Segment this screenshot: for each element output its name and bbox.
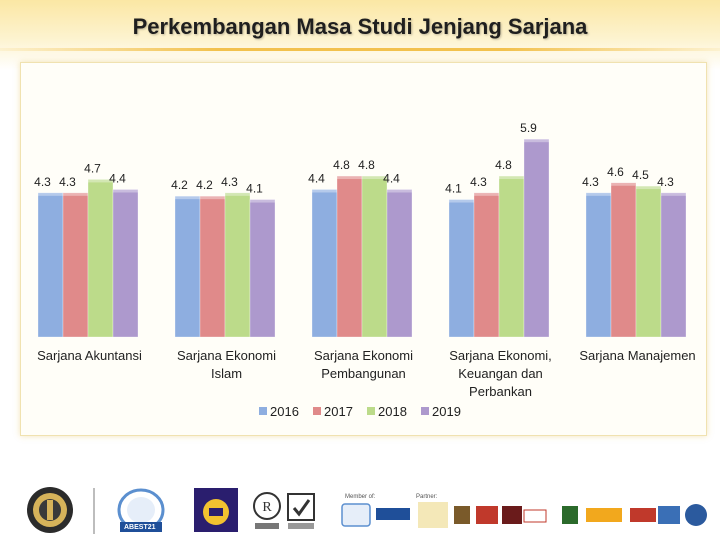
bar-2019-3 — [523, 138, 550, 338]
bar-2018-4 — [635, 185, 662, 338]
legend-label-2018: 2018 — [378, 404, 407, 419]
bar-sheen — [661, 192, 686, 196]
bar-2019-0 — [112, 189, 139, 338]
svg-text:R: R — [262, 500, 272, 515]
bar-sheen — [586, 192, 611, 196]
data-label: 4.3 — [221, 175, 238, 189]
bar-sheen — [362, 176, 387, 180]
bar-sheen — [337, 176, 362, 180]
category-label: Sarjana Manajemen — [579, 348, 695, 363]
data-label: 4.4 — [383, 171, 400, 185]
category-label: Sarjana Akuntansi — [37, 348, 142, 363]
bar-2017-0 — [62, 192, 89, 338]
data-label: 4.4 — [308, 171, 325, 185]
data-label: 4.3 — [657, 175, 674, 189]
bar-sheen — [88, 179, 113, 183]
bar-2016-0 — [37, 192, 64, 338]
bar-sheen — [63, 192, 88, 196]
partner-label: Partner: — [416, 494, 438, 500]
legend-label-2017: 2017 — [324, 404, 353, 419]
category-label: Sarjana Ekonomi, — [449, 348, 552, 363]
data-label: 4.8 — [358, 158, 375, 172]
header-band — [0, 0, 720, 70]
bar-sheen — [611, 182, 636, 186]
bar-2016-3 — [448, 199, 475, 338]
bar-2016-1 — [174, 195, 201, 338]
bar-sheen — [312, 189, 337, 193]
bar-2017-1 — [199, 195, 226, 338]
accreditation-mark-logo — [287, 493, 315, 529]
partner-logos-strip — [341, 502, 707, 528]
bar-sheen — [200, 196, 225, 200]
category-label: Keuangan dan — [458, 366, 543, 381]
bar-sheen — [499, 176, 524, 180]
data-label: 4.6 — [607, 165, 624, 179]
category-label: Pembangunan — [321, 366, 406, 381]
bar-2018-1 — [224, 192, 251, 338]
page-title: Perkembangan Masa Studi Jenjang Sarjana — [132, 14, 588, 39]
bar-sheen — [225, 192, 250, 196]
abest21-logo — [117, 488, 165, 532]
ub-logo — [194, 488, 238, 532]
member-label: Member of: — [345, 494, 376, 500]
bar-2016-4 — [585, 192, 612, 338]
data-label: 4.3 — [582, 175, 599, 189]
legend-swatch-2017 — [313, 407, 321, 415]
legend-swatch-2018 — [367, 407, 375, 415]
data-label: 4.3 — [34, 175, 51, 189]
certification-mark-logo: R — [253, 492, 281, 529]
bar-2017-3 — [473, 192, 500, 338]
chart-frame: 4.3 4.3 4.7 4.4 4.2 4.2 4.3 4.1 4.4 4.8 4.8 4.4 4.1 4… — [20, 62, 707, 436]
bar-2017-4 — [610, 182, 637, 338]
data-label: 4.2 — [171, 178, 188, 192]
bar-2018-2 — [361, 175, 388, 338]
footer — [0, 470, 720, 540]
bar-sheen — [38, 192, 63, 196]
bar-2018-0 — [87, 179, 114, 338]
bar-2016-2 — [311, 189, 338, 338]
category-label: Perbankan — [469, 384, 532, 399]
data-label: 4.5 — [632, 168, 649, 182]
bar-sheen — [387, 189, 412, 193]
title-underline — [0, 48, 720, 51]
bar-2019-1 — [249, 199, 276, 338]
legend-label-2019: 2019 — [432, 404, 461, 419]
bar-sheen — [636, 186, 661, 190]
bar-sheen — [113, 189, 138, 193]
data-label: 4.8 — [333, 158, 350, 172]
bar-sheen — [250, 199, 275, 203]
data-label: 4.1 — [445, 182, 462, 196]
bar-2019-4 — [660, 192, 687, 338]
bar-2019-2 — [386, 189, 413, 338]
bar-chart: 4.3 4.3 4.7 4.4 4.2 4.2 4.3 4.1 4.4 4.8 4.8 4.4 4.1 4… — [34, 121, 696, 419]
legend-swatch-2019 — [421, 407, 429, 415]
category-label: Sarjana Ekonomi — [314, 348, 413, 363]
data-label: 5.9 — [520, 121, 537, 135]
legend-swatch-2016 — [259, 407, 267, 415]
category-label: Sarjana Ekonomi — [177, 348, 276, 363]
legend-label-2016: 2016 — [270, 404, 299, 419]
data-label: 4.1 — [246, 182, 263, 196]
abest21-text: ABEST21 — [124, 524, 156, 531]
university-seal-logo — [27, 487, 73, 533]
bar-2018-3 — [498, 175, 525, 338]
bar-sheen — [524, 139, 549, 143]
data-label: 4.3 — [470, 175, 487, 189]
bar-2017-2 — [336, 175, 363, 338]
data-label: 4.2 — [196, 178, 213, 192]
data-label: 4.3 — [59, 175, 76, 189]
data-label: 4.4 — [109, 171, 126, 185]
bar-sheen — [175, 196, 200, 200]
bar-sheen — [449, 199, 474, 203]
data-label: 4.8 — [495, 158, 512, 172]
category-label: Islam — [211, 366, 242, 381]
footer-divider — [93, 488, 95, 534]
data-label: 4.7 — [84, 161, 101, 175]
bar-sheen — [474, 192, 499, 196]
